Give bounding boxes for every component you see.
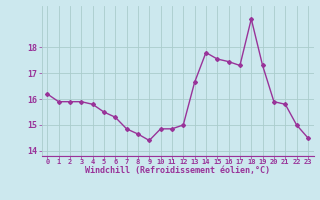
X-axis label: Windchill (Refroidissement éolien,°C): Windchill (Refroidissement éolien,°C) [85, 166, 270, 175]
